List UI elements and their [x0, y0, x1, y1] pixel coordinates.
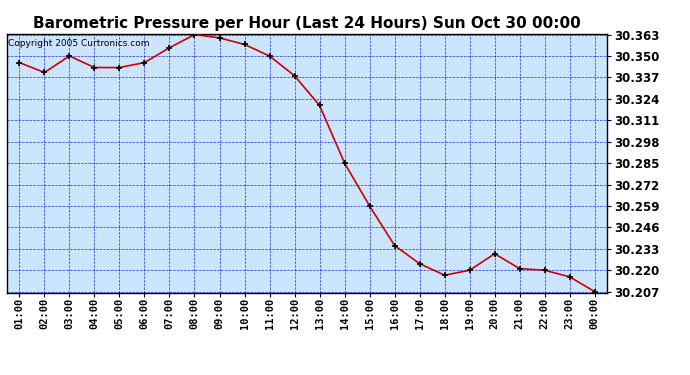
- Text: Copyright 2005 Curtronics.com: Copyright 2005 Curtronics.com: [8, 39, 150, 48]
- Title: Barometric Pressure per Hour (Last 24 Hours) Sun Oct 30 00:00: Barometric Pressure per Hour (Last 24 Ho…: [33, 16, 581, 31]
